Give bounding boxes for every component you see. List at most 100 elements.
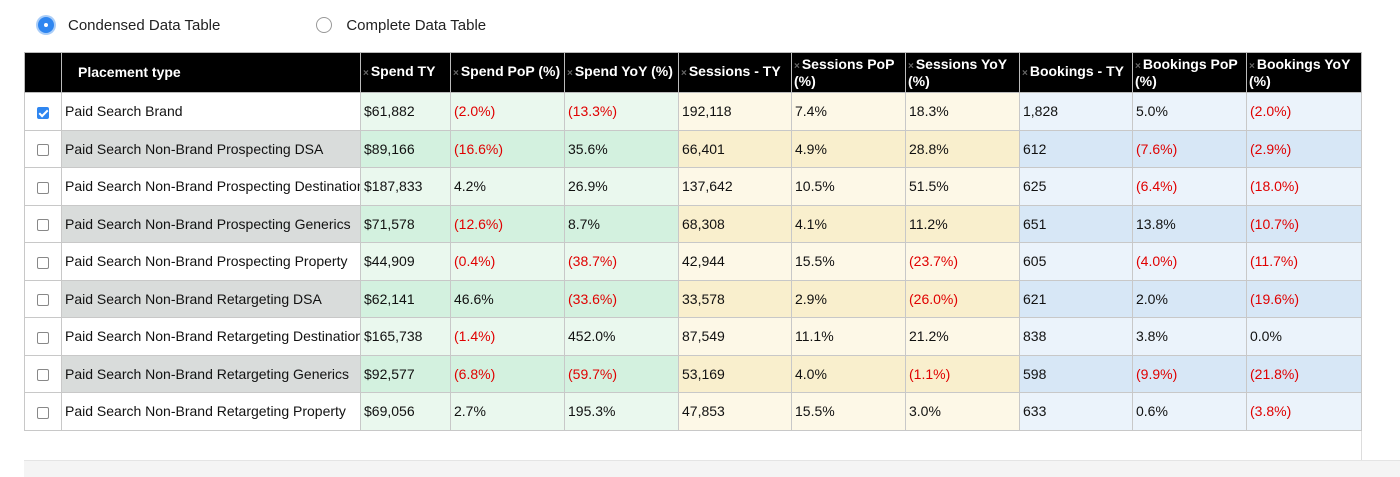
- row-select[interactable]: [24, 317, 62, 356]
- checkbox[interactable]: [37, 256, 49, 269]
- metric-cell: (2.0%): [1246, 92, 1362, 131]
- metric-cell: (16.6%): [450, 129, 565, 168]
- data-table: Placement type Spend TY Spend PoP (%) Spend…: [24, 52, 1362, 431]
- column-header[interactable]: Sessions PoP (%): [791, 52, 906, 93]
- metric-cell: (12.6%): [450, 204, 565, 243]
- table-row: Paid Search Non-Brand Retargeting Proper…: [24, 392, 1362, 431]
- row-select[interactable]: [24, 129, 62, 168]
- table-frame: Placement type Spend TY Spend PoP (%) Spend…: [24, 52, 1362, 460]
- metric-cell: (11.7%): [1246, 242, 1362, 281]
- view-option[interactable]: Condensed Data Table: [38, 14, 220, 36]
- header-text: Sessions YoY (%): [908, 55, 1007, 89]
- table-row: Paid Search Brand $61,882 (2.0%) (13.3%) 192…: [24, 92, 1362, 131]
- metric-cell: (18.0%): [1246, 167, 1362, 206]
- column-header[interactable]: Bookings PoP (%): [1132, 52, 1247, 93]
- row-select[interactable]: [24, 354, 62, 393]
- metric-cell: 66,401: [678, 129, 792, 168]
- footer-bar: [24, 460, 1400, 477]
- metric-cell: (4.0%): [1132, 242, 1247, 281]
- metric-cell: 21.2%: [905, 317, 1020, 356]
- metric-cell: (2.0%): [450, 92, 565, 131]
- checkbox[interactable]: [37, 144, 49, 157]
- metric-cell: $69,056: [360, 392, 451, 431]
- placement-cell: Paid Search Non-Brand Prospecting Generi…: [61, 204, 361, 243]
- metric-cell: 838: [1019, 317, 1133, 356]
- metric-cell: 192,118: [678, 92, 792, 131]
- metric-cell: 137,642: [678, 167, 792, 206]
- column-header[interactable]: Sessions - TY: [678, 52, 792, 93]
- metric-cell: 15.5%: [791, 242, 906, 281]
- row-select[interactable]: [24, 279, 62, 318]
- metric-cell: 621: [1019, 279, 1133, 318]
- metric-cell: 612: [1019, 129, 1133, 168]
- placement-cell: Paid Search Non-Brand Retargeting Generi…: [61, 354, 361, 393]
- metric-cell: 47,853: [678, 392, 792, 431]
- metric-cell: 7.4%: [791, 92, 906, 131]
- row-select[interactable]: [24, 92, 62, 131]
- table-row: Paid Search Non-Brand Prospecting Generi…: [24, 204, 1362, 243]
- column-header[interactable]: Sessions YoY (%): [905, 52, 1020, 93]
- metric-cell: 68,308: [678, 204, 792, 243]
- metric-cell: (59.7%): [564, 354, 679, 393]
- option-label[interactable]: Complete Data Table: [346, 16, 487, 34]
- metric-cell: $61,882: [360, 92, 451, 131]
- metric-cell: 11.1%: [791, 317, 906, 356]
- metric-cell: (33.6%): [564, 279, 679, 318]
- metric-cell: (10.7%): [1246, 204, 1362, 243]
- radio-button[interactable]: [38, 17, 54, 33]
- checkbox[interactable]: [37, 106, 49, 119]
- metric-cell: (3.8%): [1246, 392, 1362, 431]
- metric-cell: 4.9%: [791, 129, 906, 168]
- header-text: Sessions PoP (%): [794, 55, 895, 89]
- header-text: Sessions - TY: [688, 63, 781, 79]
- column-header[interactable]: Bookings YoY (%): [1246, 52, 1362, 93]
- column-header[interactable]: Spend TY: [360, 52, 451, 93]
- placement-cell: Paid Search Non-Brand Retargeting DSA: [61, 279, 361, 318]
- metric-cell: 46.6%: [450, 279, 565, 318]
- metric-cell: (6.8%): [450, 354, 565, 393]
- checkbox[interactable]: [37, 294, 49, 307]
- metric-cell: (6.4%): [1132, 167, 1247, 206]
- metric-cell: 2.7%: [450, 392, 565, 431]
- metric-cell: 11.2%: [905, 204, 1020, 243]
- metric-cell: (38.7%): [564, 242, 679, 281]
- select-header: [24, 52, 62, 93]
- row-select[interactable]: [24, 167, 62, 206]
- header-text: Bookings - TY: [1029, 63, 1124, 79]
- metric-cell: 625: [1019, 167, 1133, 206]
- placement-cell: Paid Search Non-Brand Prospecting Proper…: [61, 242, 361, 281]
- checkbox[interactable]: [37, 219, 49, 232]
- view-option[interactable]: Complete Data Table: [316, 14, 486, 36]
- metric-cell: 8.7%: [564, 204, 679, 243]
- checkbox[interactable]: [37, 331, 49, 344]
- column-header[interactable]: Placement type: [61, 52, 361, 93]
- metric-cell: 33,578: [678, 279, 792, 318]
- metric-cell: (7.6%): [1132, 129, 1247, 168]
- metric-cell: 4.2%: [450, 167, 565, 206]
- row-select[interactable]: [24, 392, 62, 431]
- metric-cell: 10.5%: [791, 167, 906, 206]
- checkbox[interactable]: [37, 406, 49, 419]
- column-header[interactable]: Spend YoY (%): [564, 52, 679, 93]
- metric-cell: 1,828: [1019, 92, 1133, 131]
- row-select[interactable]: [24, 204, 62, 243]
- checkbox[interactable]: [37, 181, 49, 194]
- option-label[interactable]: Condensed Data Table: [68, 16, 221, 34]
- header-text: Bookings PoP (%): [1135, 55, 1238, 89]
- metric-cell: (21.8%): [1246, 354, 1362, 393]
- checkbox[interactable]: [37, 369, 49, 382]
- metric-cell: 87,549: [678, 317, 792, 356]
- metric-cell: (19.6%): [1246, 279, 1362, 318]
- metric-cell: 28.8%: [905, 129, 1020, 168]
- radio-button[interactable]: [316, 17, 333, 33]
- metric-cell: (0.4%): [450, 242, 565, 281]
- column-header[interactable]: Spend PoP (%): [450, 52, 565, 93]
- table-row: Paid Search Non-Brand Retargeting Generi…: [24, 354, 1362, 393]
- header-text: Spend PoP (%): [460, 63, 561, 79]
- header-text: Placement type: [78, 64, 181, 80]
- metric-cell: 5.0%: [1132, 92, 1247, 131]
- column-header[interactable]: Bookings - TY: [1019, 52, 1133, 93]
- metric-cell: 15.5%: [791, 392, 906, 431]
- table-row: Paid Search Non-Brand Retargeting Destin…: [24, 317, 1362, 356]
- row-select[interactable]: [24, 242, 62, 281]
